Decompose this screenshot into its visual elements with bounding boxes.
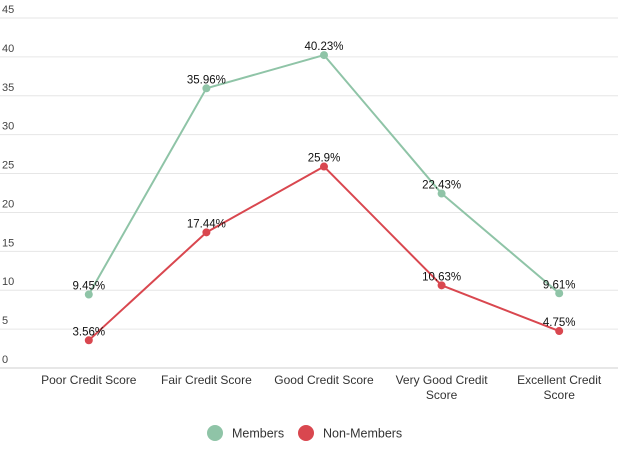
series-lines bbox=[84, 51, 564, 345]
x-category-line: Good Credit Score bbox=[274, 373, 374, 387]
x-category-label: Good Credit Score bbox=[274, 373, 374, 387]
legend: Members Non-Members bbox=[207, 425, 402, 441]
y-tick-label: 10 bbox=[2, 276, 14, 288]
x-category-line: Poor Credit Score bbox=[41, 373, 137, 387]
data-label-non-members: 3.56% bbox=[72, 326, 105, 338]
x-category-label: Excellent Credit Score bbox=[517, 373, 602, 402]
data-point-non-members bbox=[202, 228, 211, 237]
data-point-non-members bbox=[84, 336, 93, 345]
x-axis-categories: Poor Credit Score Fair Credit Score Good C… bbox=[41, 373, 602, 402]
y-axis-ticks: 0 5 10 15 20 25 30 35 40 45 bbox=[2, 4, 14, 366]
legend-label-non-members: Non-Members bbox=[323, 427, 402, 441]
legend-marker-members bbox=[207, 425, 223, 441]
data-label-non-members: 10.63% bbox=[422, 271, 461, 283]
x-category-line: Excellent Credit bbox=[517, 373, 602, 387]
series-line-members bbox=[87, 54, 560, 295]
y-tick-label: 45 bbox=[2, 4, 14, 16]
y-tick-label: 35 bbox=[2, 82, 14, 94]
x-category-label: Fair Credit Score bbox=[161, 373, 252, 387]
x-category-label: Very Good Credit Score bbox=[396, 373, 489, 402]
y-tick-label: 20 bbox=[2, 198, 14, 210]
gridlines bbox=[0, 17, 618, 369]
data-label-members: 40.23% bbox=[304, 41, 343, 53]
y-tick-label: 0 bbox=[2, 354, 8, 366]
data-label-non-members: 25.9% bbox=[308, 153, 341, 165]
series-line-non-members bbox=[88, 165, 560, 342]
y-tick-label: 30 bbox=[2, 121, 14, 133]
data-point-members bbox=[320, 51, 328, 60]
data-label-members: 22.43% bbox=[422, 180, 461, 192]
legend-label-members: Members bbox=[232, 427, 284, 441]
data-label-non-members: 4.75% bbox=[543, 317, 576, 329]
x-category-line: Fair Credit Score bbox=[161, 373, 252, 387]
data-label-members: 9.61% bbox=[543, 279, 576, 291]
y-tick-label: 5 bbox=[2, 315, 8, 327]
data-point-non-members bbox=[320, 162, 328, 171]
x-category-label: Poor Credit Score bbox=[41, 373, 137, 387]
data-point-members bbox=[84, 290, 93, 299]
data-point-members bbox=[202, 84, 211, 93]
data-point-non-members bbox=[437, 281, 446, 290]
x-category-line: Very Good Credit bbox=[396, 373, 489, 387]
data-label-members: 35.96% bbox=[187, 74, 226, 86]
data-labels: 9.45% 35.96% 40.23% 22.43% 9.61% 3.56% 17.44% 2… bbox=[72, 41, 575, 338]
data-point-members bbox=[437, 189, 446, 198]
y-tick-label: 25 bbox=[2, 160, 14, 172]
data-label-non-members: 17.44% bbox=[187, 218, 226, 230]
y-tick-label: 15 bbox=[2, 237, 14, 249]
data-label-members: 9.45% bbox=[72, 281, 105, 293]
legend-marker-non-members bbox=[298, 425, 314, 441]
data-point-non-members bbox=[555, 327, 564, 336]
data-point-members bbox=[555, 289, 564, 298]
x-category-line: Score bbox=[544, 388, 576, 402]
y-tick-label: 40 bbox=[2, 43, 14, 55]
x-category-line: Score bbox=[426, 388, 458, 402]
